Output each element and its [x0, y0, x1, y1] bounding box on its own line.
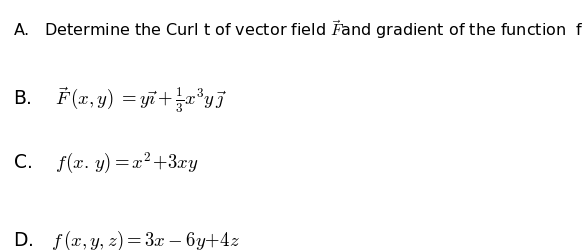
Text: D.   $f\,(x, y, z) = 3x - 6y\!+\!4z$: D. $f\,(x, y, z) = 3x - 6y\!+\!4z$ [13, 228, 240, 250]
Text: A.   Determine the Curl t of vector field $\vec{F}$and gradient of the function : A. Determine the Curl t of vector field … [13, 18, 583, 40]
Text: B.    $\vec{F}\,(x, y)\; = y\vec{\imath}+\frac{1}{3}x^3y\,\vec{\jmath}$: B. $\vec{F}\,(x, y)\; = y\vec{\imath}+\f… [13, 85, 227, 114]
Text: C.    $f(x.\, y) = x^2\!+\!3xy$: C. $f(x.\, y) = x^2\!+\!3xy$ [13, 150, 198, 175]
